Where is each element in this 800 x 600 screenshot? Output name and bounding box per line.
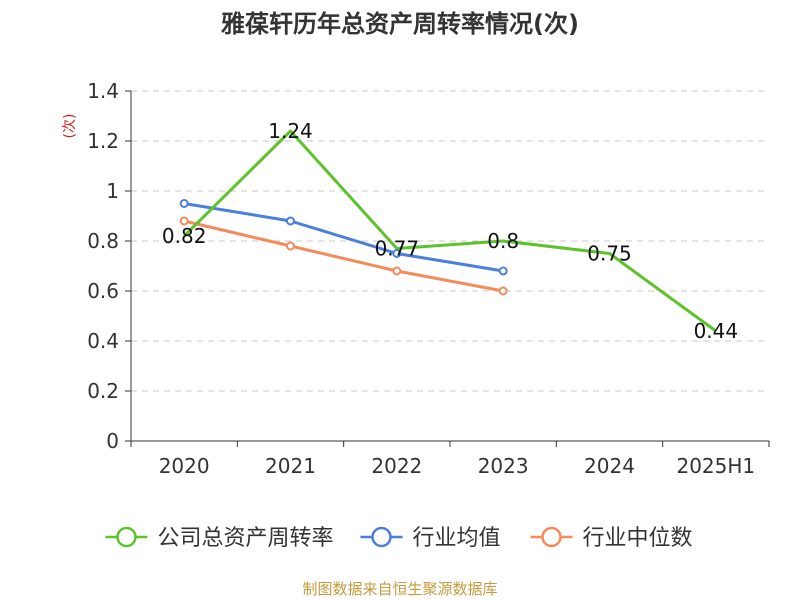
legend-marker <box>541 526 562 548</box>
legend-label: 公司总资产周转率 <box>158 526 334 551</box>
y-tick-label: 1 <box>106 179 119 203</box>
legend-marker <box>371 526 392 548</box>
legend-item-2[interactable]: 行业中位数 <box>530 526 693 551</box>
chart-title: 雅葆轩历年总资产周转率情况(次) <box>221 10 579 38</box>
y-tick-label: 0.4 <box>87 329 119 353</box>
y-axis-label: (次) <box>62 114 78 139</box>
series-line-2 <box>183 219 504 293</box>
legend-marker <box>116 526 137 548</box>
y-tick-label: 1.2 <box>87 129 119 153</box>
legend[interactable]: 公司总资产周转率 行业均值 行业中位数 <box>105 526 693 551</box>
legend-item-1[interactable]: 行业均值 <box>360 526 501 551</box>
series-point-2 <box>286 241 295 251</box>
legend-label: 行业中位数 <box>583 526 693 551</box>
data-label: 0.77 <box>375 237 420 261</box>
series <box>179 129 717 333</box>
x-tick-label: 2021 <box>265 454 316 478</box>
data-label: 0.82 <box>162 224 207 248</box>
axes: 0 0.2 0.4 0.6 0.8 1 1.2 1.4 2020 2021 2022 2023 2024… <box>87 79 770 478</box>
series-line-1 <box>183 202 504 273</box>
x-tick-label: 2025H1 <box>676 454 755 478</box>
data-labels: 0.82 1.24 0.77 0.8 0.75 0.44 <box>162 119 738 343</box>
series-markers <box>179 199 508 296</box>
series-point-1 <box>179 199 189 208</box>
grid <box>131 90 769 392</box>
y-tick-label: 0 <box>106 429 119 453</box>
x-tick-label: 2022 <box>371 454 422 478</box>
series-point-2 <box>179 216 189 226</box>
legend-label: 行业均值 <box>413 526 501 551</box>
series-point-2 <box>498 286 508 296</box>
series-point-1 <box>498 266 508 276</box>
series-line-0 <box>183 129 717 333</box>
data-label: 0.44 <box>694 319 739 343</box>
y-tick-label: 0.8 <box>87 229 119 253</box>
series-point-1 <box>286 216 295 226</box>
y-tick-label: 0.6 <box>87 279 119 303</box>
source-note: 制图数据来自恒生聚源数据库 <box>302 580 497 598</box>
data-label: 1.24 <box>268 119 313 143</box>
data-label: 0.75 <box>587 242 632 266</box>
x-tick-label: 2023 <box>478 454 529 478</box>
x-tick-label: 2020 <box>159 454 210 478</box>
y-tick-label: 1.4 <box>87 79 119 103</box>
series-point-2 <box>392 266 402 276</box>
series-lines <box>183 129 717 333</box>
x-tick-label: 2024 <box>584 454 635 478</box>
legend-item-0[interactable]: 公司总资产周转率 <box>105 526 334 551</box>
data-label: 0.8 <box>487 229 519 253</box>
y-tick-label: 0.2 <box>87 379 119 403</box>
series-point-1 <box>392 249 402 258</box>
